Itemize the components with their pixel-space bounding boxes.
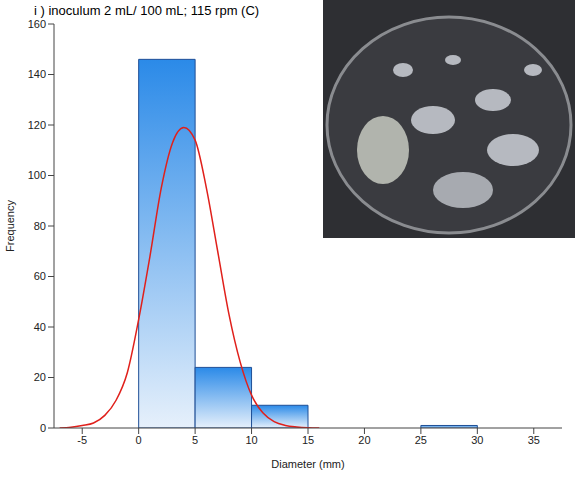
- svg-text:100: 100: [28, 169, 46, 181]
- svg-text:40: 40: [34, 321, 46, 333]
- svg-text:160: 160: [28, 18, 46, 30]
- html-text:i ) inoculum 2 mL/ 100 mL; 115: i ) inoculum 2 mL/ 100 mL; 115 rpm (C): [34, 3, 260, 18]
- svg-text:0: 0: [40, 422, 46, 434]
- svg-text:140: 140: [28, 68, 46, 80]
- svg-text:60: 60: [34, 270, 46, 282]
- svg-text:20: 20: [358, 434, 370, 446]
- svg-text:-5: -5: [77, 434, 87, 446]
- svg-text:5: 5: [192, 434, 198, 446]
- svg-text:20: 20: [34, 371, 46, 383]
- svg-text:Diameter (mm): Diameter (mm): [271, 458, 344, 470]
- svg-text:30: 30: [471, 434, 483, 446]
- svg-text:15: 15: [302, 434, 314, 446]
- svg-text:10: 10: [245, 434, 257, 446]
- svg-text:120: 120: [28, 119, 46, 131]
- svg-text:80: 80: [34, 220, 46, 232]
- svg-text:35: 35: [528, 434, 540, 446]
- svg-text:25: 25: [415, 434, 427, 446]
- svg-text:0: 0: [136, 434, 142, 446]
- svg-text:Frequency: Frequency: [4, 200, 16, 252]
